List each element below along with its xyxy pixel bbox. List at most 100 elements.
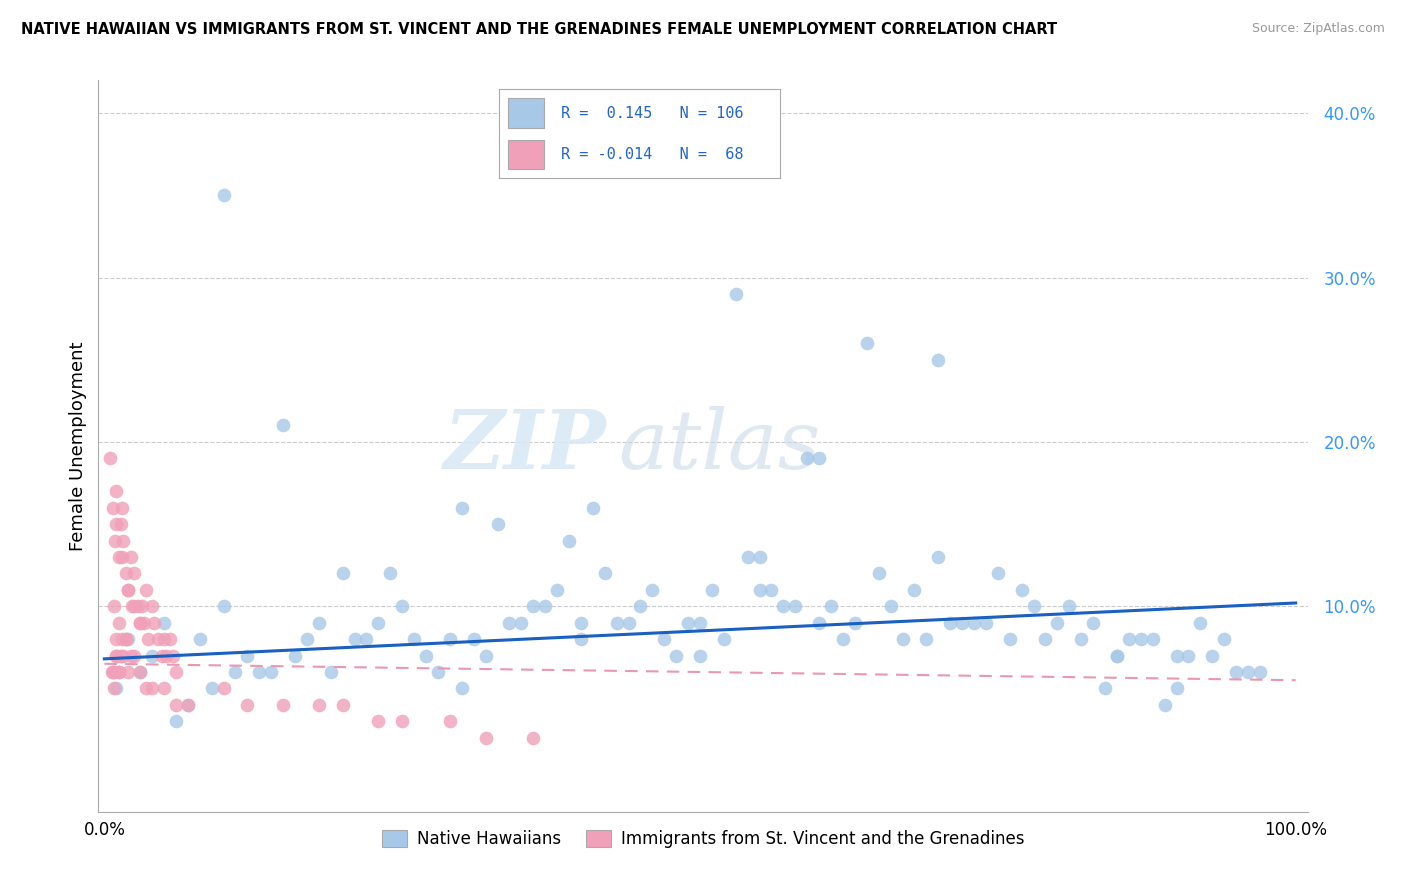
Point	[271, 698, 294, 712]
Point	[236, 648, 259, 663]
Point	[1105, 648, 1128, 663]
Point	[114, 566, 136, 581]
Point	[1011, 582, 1033, 597]
Point	[498, 615, 520, 630]
Point	[856, 336, 879, 351]
Point	[117, 632, 139, 647]
Point	[474, 648, 496, 663]
Point	[212, 599, 235, 614]
Point	[114, 632, 136, 647]
Point	[474, 731, 496, 745]
Point	[1118, 632, 1140, 647]
Point	[569, 615, 592, 630]
Point	[188, 632, 211, 647]
Point	[112, 648, 135, 663]
Point	[98, 451, 121, 466]
Point	[1129, 632, 1152, 647]
Text: Source: ZipAtlas.com: Source: ZipAtlas.com	[1251, 22, 1385, 36]
Point	[1237, 665, 1260, 679]
Point	[641, 582, 664, 597]
Text: NATIVE HAWAIIAN VS IMMIGRANTS FROM ST. VINCENT AND THE GRENADINES FEMALE UNEMPLO: NATIVE HAWAIIAN VS IMMIGRANTS FROM ST. V…	[21, 22, 1057, 37]
Point	[104, 533, 127, 548]
Point	[332, 698, 354, 712]
Point	[380, 566, 402, 581]
Point	[391, 714, 413, 729]
Point	[879, 599, 901, 614]
Point	[107, 549, 129, 564]
Point	[141, 599, 163, 614]
Point	[998, 632, 1021, 647]
Point	[143, 615, 166, 630]
Point	[665, 648, 688, 663]
Point	[177, 698, 200, 712]
Point	[748, 582, 770, 597]
Point	[1166, 648, 1188, 663]
Point	[141, 681, 163, 696]
Point	[177, 698, 200, 712]
Point	[676, 615, 699, 630]
Point	[212, 188, 235, 202]
Point	[748, 549, 770, 564]
Point	[117, 665, 139, 679]
Point	[260, 665, 283, 679]
Point	[165, 698, 187, 712]
Point	[319, 665, 342, 679]
Point	[111, 549, 134, 564]
Point	[100, 665, 122, 679]
Point	[271, 418, 294, 433]
Point	[950, 615, 973, 630]
Point	[486, 517, 509, 532]
Point	[463, 632, 485, 647]
Point	[1105, 648, 1128, 663]
Point	[236, 698, 259, 712]
Point	[141, 648, 163, 663]
Point	[122, 566, 145, 581]
Point	[426, 665, 449, 679]
Point	[103, 665, 125, 679]
Point	[808, 615, 831, 630]
Text: R =  0.145   N = 106: R = 0.145 N = 106	[561, 106, 744, 120]
Point	[200, 681, 222, 696]
Point	[1166, 681, 1188, 696]
Point	[343, 632, 366, 647]
Point	[1070, 632, 1092, 647]
Point	[162, 648, 184, 663]
Point	[593, 566, 616, 581]
Point	[121, 599, 143, 614]
Point	[1081, 615, 1104, 630]
Point	[987, 566, 1010, 581]
Point	[105, 632, 128, 647]
Point	[404, 632, 426, 647]
Point	[103, 599, 125, 614]
Point	[107, 665, 129, 679]
Point	[135, 582, 157, 597]
Point	[153, 632, 176, 647]
Point	[112, 533, 135, 548]
Point	[105, 484, 128, 499]
Point	[927, 549, 949, 564]
Point	[159, 632, 181, 647]
Point	[150, 648, 173, 663]
Point	[129, 665, 152, 679]
Point	[785, 599, 807, 614]
Point	[110, 517, 132, 532]
Point	[129, 615, 152, 630]
Point	[356, 632, 378, 647]
Point	[122, 599, 145, 614]
Point	[308, 615, 330, 630]
Point	[103, 681, 125, 696]
Point	[569, 632, 592, 647]
Point	[1189, 615, 1212, 630]
Point	[891, 632, 914, 647]
Point	[105, 648, 128, 663]
Point	[415, 648, 437, 663]
Point	[510, 615, 533, 630]
Point	[903, 582, 925, 597]
Point	[132, 615, 155, 630]
Point	[165, 714, 187, 729]
Point	[105, 648, 128, 663]
Point	[737, 549, 759, 564]
Point	[127, 599, 149, 614]
Point	[844, 615, 866, 630]
Point	[915, 632, 938, 647]
